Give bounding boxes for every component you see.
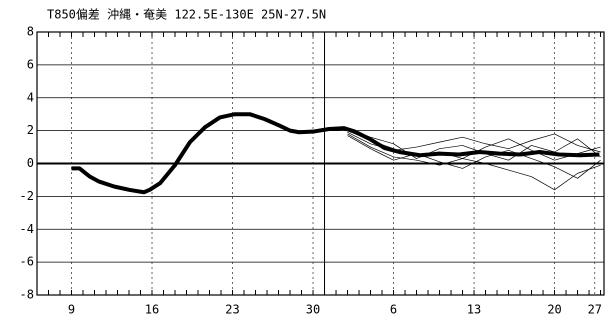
series-line: [347, 135, 601, 179]
plot-frame: [36, 31, 605, 296]
x-tick-label: 16: [145, 303, 159, 317]
y-tick-label: 0: [27, 156, 34, 170]
series-line: [347, 133, 601, 191]
series-line: [347, 128, 601, 161]
y-tick-label: -4: [20, 222, 34, 236]
x-tick-label: 6: [390, 303, 397, 317]
x-tick-label: 27: [588, 303, 602, 317]
x-tick-label: 13: [467, 303, 481, 317]
y-tick-label: -8: [20, 288, 34, 302]
y-tick-label: 6: [27, 57, 34, 71]
x-tick-label: 30: [306, 303, 320, 317]
y-tick-label: 4: [27, 90, 34, 104]
y-tick-label: 2: [27, 123, 34, 137]
chart-title: T850偏差 沖縄・奄美 122.5E-130E 25N-27.5N: [47, 7, 326, 22]
series-line: [71, 112, 600, 195]
x-tick-label: 20: [547, 303, 561, 317]
x-tick-label: 23: [225, 303, 239, 317]
y-tick-label: -6: [20, 255, 34, 269]
y-tick-label: -2: [20, 189, 34, 203]
y-tick-label: 8: [27, 25, 34, 39]
x-tick-label: 9: [68, 303, 75, 317]
